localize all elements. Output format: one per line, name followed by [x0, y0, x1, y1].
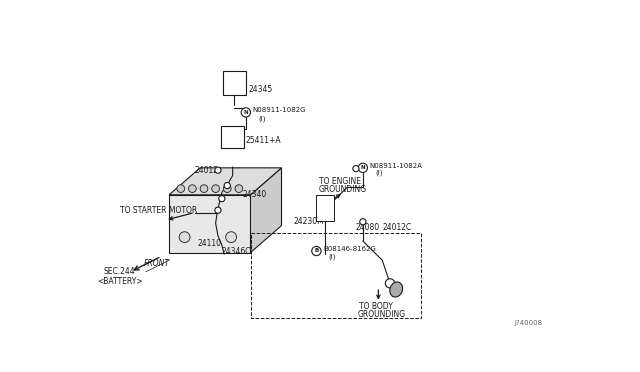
Text: <BATTERY>: <BATTERY> — [97, 277, 143, 286]
FancyBboxPatch shape — [316, 195, 334, 221]
Text: 25411+A: 25411+A — [246, 136, 282, 145]
Text: TO BODY: TO BODY — [359, 302, 393, 311]
Text: GROUNDING: GROUNDING — [358, 310, 406, 320]
Circle shape — [189, 185, 196, 192]
FancyBboxPatch shape — [223, 71, 246, 96]
Text: 24345: 24345 — [248, 85, 273, 94]
Circle shape — [312, 246, 321, 256]
Circle shape — [226, 232, 237, 243]
Text: B08146-8162G: B08146-8162G — [323, 247, 376, 253]
Polygon shape — [250, 168, 282, 253]
Circle shape — [219, 196, 225, 202]
Circle shape — [224, 183, 230, 189]
FancyBboxPatch shape — [221, 126, 244, 148]
Circle shape — [179, 232, 190, 243]
Circle shape — [385, 279, 395, 288]
Text: J?40008: J?40008 — [514, 320, 542, 326]
Text: TO STARTER MOTOR: TO STARTER MOTOR — [120, 206, 198, 215]
Text: 24110: 24110 — [198, 239, 222, 248]
Text: 24340: 24340 — [243, 189, 267, 199]
Circle shape — [353, 166, 359, 172]
Text: 24080: 24080 — [355, 224, 380, 232]
Ellipse shape — [390, 282, 403, 297]
Text: FRONT: FRONT — [143, 259, 170, 268]
Text: GROUNDING: GROUNDING — [319, 185, 367, 194]
Text: 24346C: 24346C — [222, 247, 252, 256]
Text: TO ENGINE: TO ENGINE — [319, 177, 361, 186]
Text: N: N — [360, 165, 365, 170]
Circle shape — [223, 185, 231, 192]
Text: N08911-1082A: N08911-1082A — [370, 163, 423, 169]
Text: 24012: 24012 — [195, 166, 219, 174]
Circle shape — [241, 108, 250, 117]
Text: 24230M: 24230M — [293, 217, 324, 226]
Text: B: B — [314, 248, 319, 253]
Circle shape — [212, 185, 220, 192]
Text: (I): (I) — [329, 254, 336, 260]
Circle shape — [177, 185, 184, 192]
Circle shape — [360, 219, 366, 225]
Text: SEC.244: SEC.244 — [103, 267, 135, 276]
Text: (I): (I) — [375, 170, 383, 176]
Circle shape — [215, 167, 221, 173]
Circle shape — [235, 185, 243, 192]
Text: (I): (I) — [259, 115, 266, 122]
Circle shape — [358, 163, 367, 173]
Text: N08911-1082G: N08911-1082G — [252, 107, 305, 113]
Circle shape — [200, 185, 208, 192]
Polygon shape — [169, 168, 282, 195]
Text: 24012C: 24012C — [382, 224, 412, 232]
Text: N: N — [244, 110, 248, 115]
Circle shape — [215, 207, 221, 213]
Polygon shape — [169, 195, 250, 253]
